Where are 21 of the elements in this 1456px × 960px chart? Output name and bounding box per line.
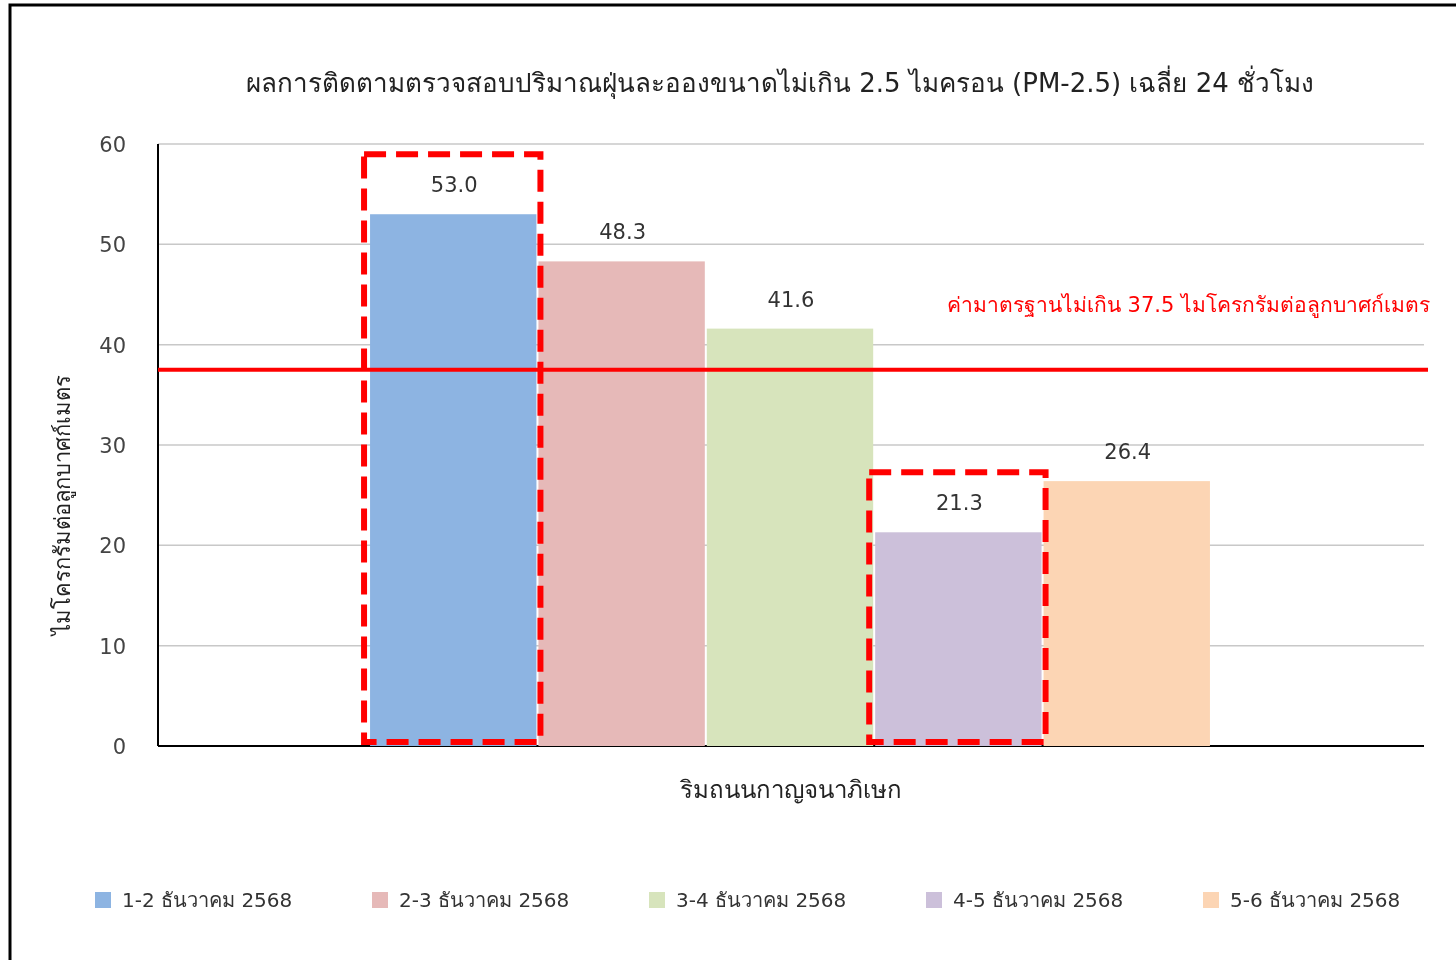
y-tick-label: 60 — [99, 133, 126, 157]
ref-line-label: ค่ามาตรฐานไม่เกิน 37.5 ไมโครกรัมต่อลูกบาศก์เมตร — [946, 293, 1430, 318]
chart-title: ผลการติดตามตรวจสอบปริมาณฝุ่นละอองขนาดไม่เกิน 2.5 ไมครอน (PM-2.5) เฉลี่ย 24 ชั่วโมง — [245, 65, 1315, 99]
legend-label: 5-6 ธันวาคม 2568 — [1230, 888, 1401, 912]
y-tick-label: 10 — [99, 634, 126, 659]
data-label: 41.6 — [767, 287, 815, 312]
legend-label: 2-3 ธันวาคม 2568 — [399, 888, 570, 912]
y-tick-label: 0 — [112, 735, 126, 759]
y-tick-label: 30 — [99, 434, 126, 458]
y-axis-title: ไมโครกรัมต่อลูกบาศก์เมตร — [50, 375, 76, 637]
x-tick-label: ริมถนนกาญจนาภิเษก — [679, 776, 902, 804]
data-label: 26.4 — [1104, 440, 1152, 465]
legend-label: 1-2 ธันวาคม 2568 — [122, 888, 293, 912]
y-tick-label: 50 — [99, 233, 126, 258]
data-label: 48.3 — [599, 220, 646, 245]
y-tick-label: 40 — [99, 333, 126, 358]
legend-label: 3-4 ธันวาคม 2568 — [676, 888, 847, 912]
data-label: 21.3 — [936, 491, 983, 516]
y-tick-label: 20 — [99, 534, 126, 559]
data-label: 53.0 — [430, 173, 478, 198]
legend-label: 4-5 ธันวาคม 2568 — [953, 888, 1124, 912]
